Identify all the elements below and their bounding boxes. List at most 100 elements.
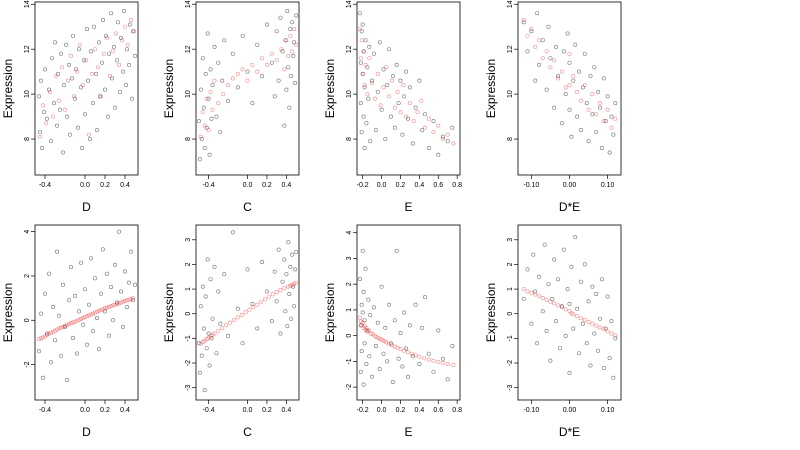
y-tick-label: -2 bbox=[507, 360, 514, 366]
data-point bbox=[613, 101, 618, 106]
fitted-point bbox=[578, 316, 583, 321]
fitted-point bbox=[422, 356, 427, 361]
fitted-point bbox=[99, 94, 104, 99]
x-tick-label: -0.4 bbox=[39, 182, 51, 189]
data-point bbox=[250, 301, 255, 306]
data-point bbox=[196, 341, 201, 346]
data-point bbox=[544, 328, 549, 333]
fitted-point bbox=[59, 65, 64, 70]
fitted-point bbox=[376, 336, 381, 341]
data-point bbox=[559, 304, 564, 309]
data-point bbox=[199, 137, 204, 142]
fitted-point bbox=[235, 71, 240, 76]
data-point bbox=[201, 326, 206, 331]
fitted-point bbox=[65, 322, 70, 327]
fitted-point bbox=[266, 294, 271, 299]
fitted-point bbox=[369, 331, 374, 336]
data-point bbox=[83, 112, 88, 117]
data-point bbox=[57, 107, 62, 112]
fitted-point bbox=[290, 282, 295, 287]
fitted-points bbox=[198, 280, 299, 346]
fitted-point bbox=[609, 331, 614, 336]
fitted-point bbox=[404, 114, 409, 119]
data-point bbox=[569, 134, 574, 139]
data-point bbox=[128, 22, 133, 27]
data-point bbox=[390, 74, 395, 79]
data-point bbox=[603, 119, 608, 124]
fitted-point bbox=[594, 323, 599, 328]
data-point bbox=[131, 29, 136, 34]
fitted-point bbox=[380, 338, 385, 343]
data-point bbox=[92, 24, 97, 29]
fitted-point bbox=[123, 298, 128, 303]
data-point bbox=[83, 287, 88, 292]
fitted-point bbox=[230, 76, 235, 81]
y-tick-label: 8 bbox=[185, 137, 192, 141]
fitted-point bbox=[87, 313, 92, 318]
data-point bbox=[269, 60, 274, 65]
observed-points bbox=[521, 235, 618, 380]
data-point bbox=[274, 299, 279, 304]
x-axis-title: E bbox=[404, 200, 412, 214]
data-point bbox=[592, 65, 597, 70]
data-point bbox=[536, 62, 541, 67]
fitted-point bbox=[292, 26, 297, 31]
data-point bbox=[205, 257, 210, 262]
x-tick-label: 0.10 bbox=[601, 182, 615, 189]
fitted-point bbox=[36, 337, 41, 342]
fitted-point bbox=[210, 332, 215, 337]
data-point bbox=[71, 335, 76, 340]
y-tick-label: 10 bbox=[185, 90, 192, 98]
fitted-point bbox=[198, 134, 203, 139]
fitted-point bbox=[563, 307, 568, 312]
data-point bbox=[402, 310, 407, 315]
x-tick-label: 0.2 bbox=[396, 182, 406, 189]
data-point bbox=[280, 279, 285, 284]
data-point bbox=[208, 67, 213, 72]
data-point bbox=[285, 324, 290, 329]
data-point bbox=[450, 343, 455, 348]
fitted-point bbox=[58, 325, 63, 330]
fitted-point bbox=[286, 284, 291, 289]
fitted-point bbox=[255, 302, 260, 307]
y-tick-label: 0 bbox=[185, 312, 192, 316]
data-point bbox=[290, 252, 295, 257]
fitted-point bbox=[121, 299, 126, 304]
y-axis-title: Expression bbox=[1, 283, 15, 342]
fitted-point bbox=[93, 310, 98, 315]
data-point bbox=[73, 96, 78, 101]
data-point bbox=[206, 96, 211, 101]
data-point bbox=[274, 29, 279, 34]
fitted-point bbox=[282, 67, 287, 72]
data-point bbox=[420, 128, 425, 133]
fitted-point bbox=[279, 47, 284, 52]
data-point bbox=[65, 114, 70, 119]
fitted-point bbox=[436, 359, 441, 364]
fitted-point bbox=[521, 17, 526, 22]
data-point bbox=[357, 11, 362, 16]
data-point bbox=[210, 83, 215, 88]
y-tick-label: 3 bbox=[507, 238, 514, 242]
data-point bbox=[556, 74, 561, 79]
y-tick-label: 3 bbox=[185, 238, 192, 242]
data-point bbox=[100, 60, 105, 65]
data-point bbox=[377, 40, 382, 45]
data-point bbox=[535, 341, 540, 346]
data-point bbox=[597, 105, 602, 110]
data-point bbox=[264, 289, 269, 294]
fitted-point bbox=[48, 330, 53, 335]
data-point bbox=[375, 89, 380, 94]
fitted-point bbox=[411, 119, 416, 124]
data-point bbox=[387, 302, 392, 307]
y-tick-label: -2 bbox=[24, 361, 31, 367]
panel-3: -0.2 0.0 0.2 0.4 0.6 0.8 8 10 12 14 E Expression bbox=[323, 0, 462, 214]
fitted-point bbox=[384, 65, 389, 70]
data-point bbox=[613, 336, 618, 341]
y-tick-label: 8 bbox=[24, 137, 31, 141]
data-point bbox=[557, 346, 562, 351]
data-point bbox=[387, 47, 392, 52]
data-point bbox=[85, 342, 90, 347]
data-point bbox=[119, 35, 124, 40]
data-point bbox=[410, 141, 415, 146]
data-point bbox=[79, 260, 84, 265]
